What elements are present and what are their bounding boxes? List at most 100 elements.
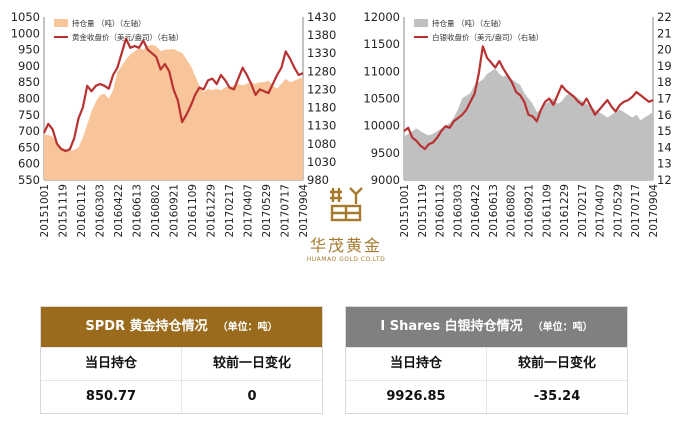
right-axis-tick-label: 1380	[307, 28, 336, 42]
gold-panel-header-row: 当日持仓 较前一日变化	[41, 347, 322, 380]
gold-col-change-label: 较前一日变化	[181, 348, 322, 380]
gold-panel-value-row: 850.77 0	[41, 380, 322, 413]
x-axis-tick-label: 20161109	[187, 184, 199, 237]
silver-col-change-label: 较前一日变化	[486, 348, 627, 380]
legend-swatch-area	[414, 19, 428, 27]
left-axis-tick-label: 9000	[371, 173, 400, 187]
left-axis-tick-label: 900	[18, 59, 40, 73]
left-axis-tick-label: 11000	[363, 64, 400, 78]
x-axis-tick-label: 20160613	[488, 184, 500, 237]
huamao-logo: 华茂黄金 HUAMAO GOLD CO.LTD	[300, 182, 392, 272]
x-axis-tick-label: 20161229	[559, 184, 571, 237]
x-axis-tick-label: 20160802	[150, 184, 162, 237]
left-axis-tick-label: 600	[18, 157, 40, 171]
left-axis-tick-label: 800	[18, 92, 40, 106]
left-axis-tick-label: 10000	[363, 119, 400, 133]
right-axis-tick-label: 20	[657, 43, 672, 57]
legend-entry-label: 持仓量 （吨）（左轴）	[432, 18, 506, 28]
x-axis-tick-label: 20170904	[298, 184, 310, 238]
right-axis-tick-label: 17	[657, 92, 672, 106]
x-axis-tick-label: 20170529	[261, 184, 273, 237]
silver-col-holding-label: 当日持仓	[389, 356, 442, 371]
right-axis-tick-label: 1330	[307, 46, 336, 60]
x-axis-tick-label: 20170717	[630, 184, 642, 237]
left-axis-tick-label: 10500	[363, 92, 400, 106]
gold-panel-unit: （单位：吨）	[217, 322, 278, 333]
x-axis-tick-label: 20160802	[506, 184, 518, 237]
left-axis-tick-label: 1050	[11, 10, 40, 24]
left-axis-tick-label: 750	[18, 108, 40, 122]
left-axis-tick-label: 550	[18, 173, 40, 187]
x-axis-tick-label: 20151001	[399, 184, 411, 237]
logo-english-text: HUAMAO GOLD CO.LTD	[306, 256, 386, 263]
gold-change-value: 0	[181, 381, 322, 413]
right-axis-tick-label: 19	[657, 59, 672, 73]
x-axis-tick-label: 20170407	[243, 184, 255, 237]
silver-holdings-chart: 9000 9500 10000 10500 11000 11500 12000 12 13 14 1…	[363, 10, 672, 238]
x-axis-tick-label: 20160921	[169, 184, 181, 237]
right-axis-tick-label: 1080	[307, 137, 336, 151]
left-axis-tick-label: 850	[18, 75, 40, 89]
x-axis-tick-label: 20170217	[577, 184, 589, 237]
legend-entry-label: 白银收盘价（美元/盎司）（右轴）	[432, 32, 543, 42]
huamao-emblem-icon	[330, 187, 363, 222]
right-axis-tick-label: 13	[657, 157, 672, 171]
x-axis-tick-label: 20170529	[612, 184, 624, 237]
x-axis-tick-label: 20151001	[39, 184, 51, 237]
x-axis-tick-label: 20151119	[58, 184, 70, 237]
right-axis-tick-label: 12	[657, 173, 672, 187]
silver-holding-value: 9926.85	[386, 389, 446, 404]
right-axis-tick-label: 980	[307, 173, 329, 187]
price-line-series	[403, 45, 654, 151]
silver-change-value: -35.24	[486, 381, 627, 413]
gold-holdings-panel: SPDR 黄金持仓情况 （单位：吨） 当日持仓 较前一日变化 850.77 0	[40, 306, 323, 414]
left-axis-tick-label: 12000	[363, 10, 400, 24]
x-axis-tick-label: 20160303	[95, 184, 107, 237]
right-axis-tick-label: 15	[657, 124, 672, 138]
silver-panel-title: I Shares 白银持仓情况	[380, 319, 523, 334]
right-axis-tick-label: 1430	[307, 10, 336, 24]
x-axis-tick-label: 20161109	[541, 184, 553, 237]
legend-swatch-area	[54, 19, 68, 27]
gold-holding-value: 850.77	[85, 389, 137, 404]
x-axis-tick-label: 20161229	[206, 184, 218, 237]
legend-entry-label: 黄金收盘价（美元/盎司）（右轴）	[72, 32, 183, 42]
right-axis-tick-label: 1230	[307, 82, 336, 96]
x-axis-tick-label: 20170717	[280, 184, 292, 237]
left-axis-tick-label: 9500	[371, 146, 400, 160]
gold-panel-header: SPDR 黄金持仓情况 （单位：吨）	[41, 307, 322, 347]
x-axis-tick-label: 20160613	[132, 184, 144, 237]
left-axis-tick-label: 1000	[11, 26, 40, 40]
right-axis-tick-label: 21	[657, 26, 672, 40]
price-line-series	[43, 37, 304, 153]
x-axis-tick-label: 20160921	[524, 184, 536, 237]
silver-holdings-panel: I Shares 白银持仓情况 （单位：吨） 当日持仓 较前一日变化 9926.8…	[345, 306, 628, 414]
silver-panel-unit: （单位：吨）	[532, 322, 593, 333]
x-axis-tick-label: 20160112	[76, 184, 88, 237]
gold-panel-title: SPDR 黄金持仓情况	[85, 319, 208, 334]
right-axis-tick-label: 18	[657, 75, 672, 89]
x-axis-tick-label: 20160112	[435, 184, 447, 237]
legend-entry-label: 持仓量 （吨）（左轴）	[72, 18, 146, 28]
right-axis-tick-label: 1130	[307, 119, 336, 133]
x-axis-tick-label: 20160422	[113, 184, 125, 237]
silver-panel-header: I Shares 白银持仓情况 （单位：吨）	[346, 307, 627, 347]
right-axis-tick-label: 22	[657, 10, 672, 24]
right-axis-tick-label: 1280	[307, 64, 336, 78]
x-axis-tick-label: 20160303	[452, 184, 464, 237]
x-axis-tick-label: 20160422	[470, 184, 482, 237]
left-axis-tick-label: 650	[18, 140, 40, 154]
left-axis-tick-label: 11500	[363, 37, 400, 51]
logo-chinese-text: 华茂黄金	[309, 236, 382, 255]
right-axis-tick-label: 1180	[307, 101, 336, 115]
left-axis-tick-label: 950	[18, 43, 40, 57]
x-axis-tick-label: 20170217	[224, 184, 236, 237]
gold-holdings-chart: 550 600 650 700 750 800 850 900 950 1000 1050 980 10…	[11, 10, 337, 238]
x-axis-tick-label: 20170904	[648, 184, 660, 238]
x-axis-tick-label: 20170407	[595, 184, 607, 237]
silver-panel-value-row: 9926.85 -35.24	[346, 380, 627, 413]
holdings-area-series	[44, 44, 303, 181]
gold-col-holding-label: 当日持仓	[84, 356, 137, 371]
right-axis-tick-label: 1030	[307, 155, 336, 169]
left-axis-tick-label: 700	[18, 124, 40, 138]
